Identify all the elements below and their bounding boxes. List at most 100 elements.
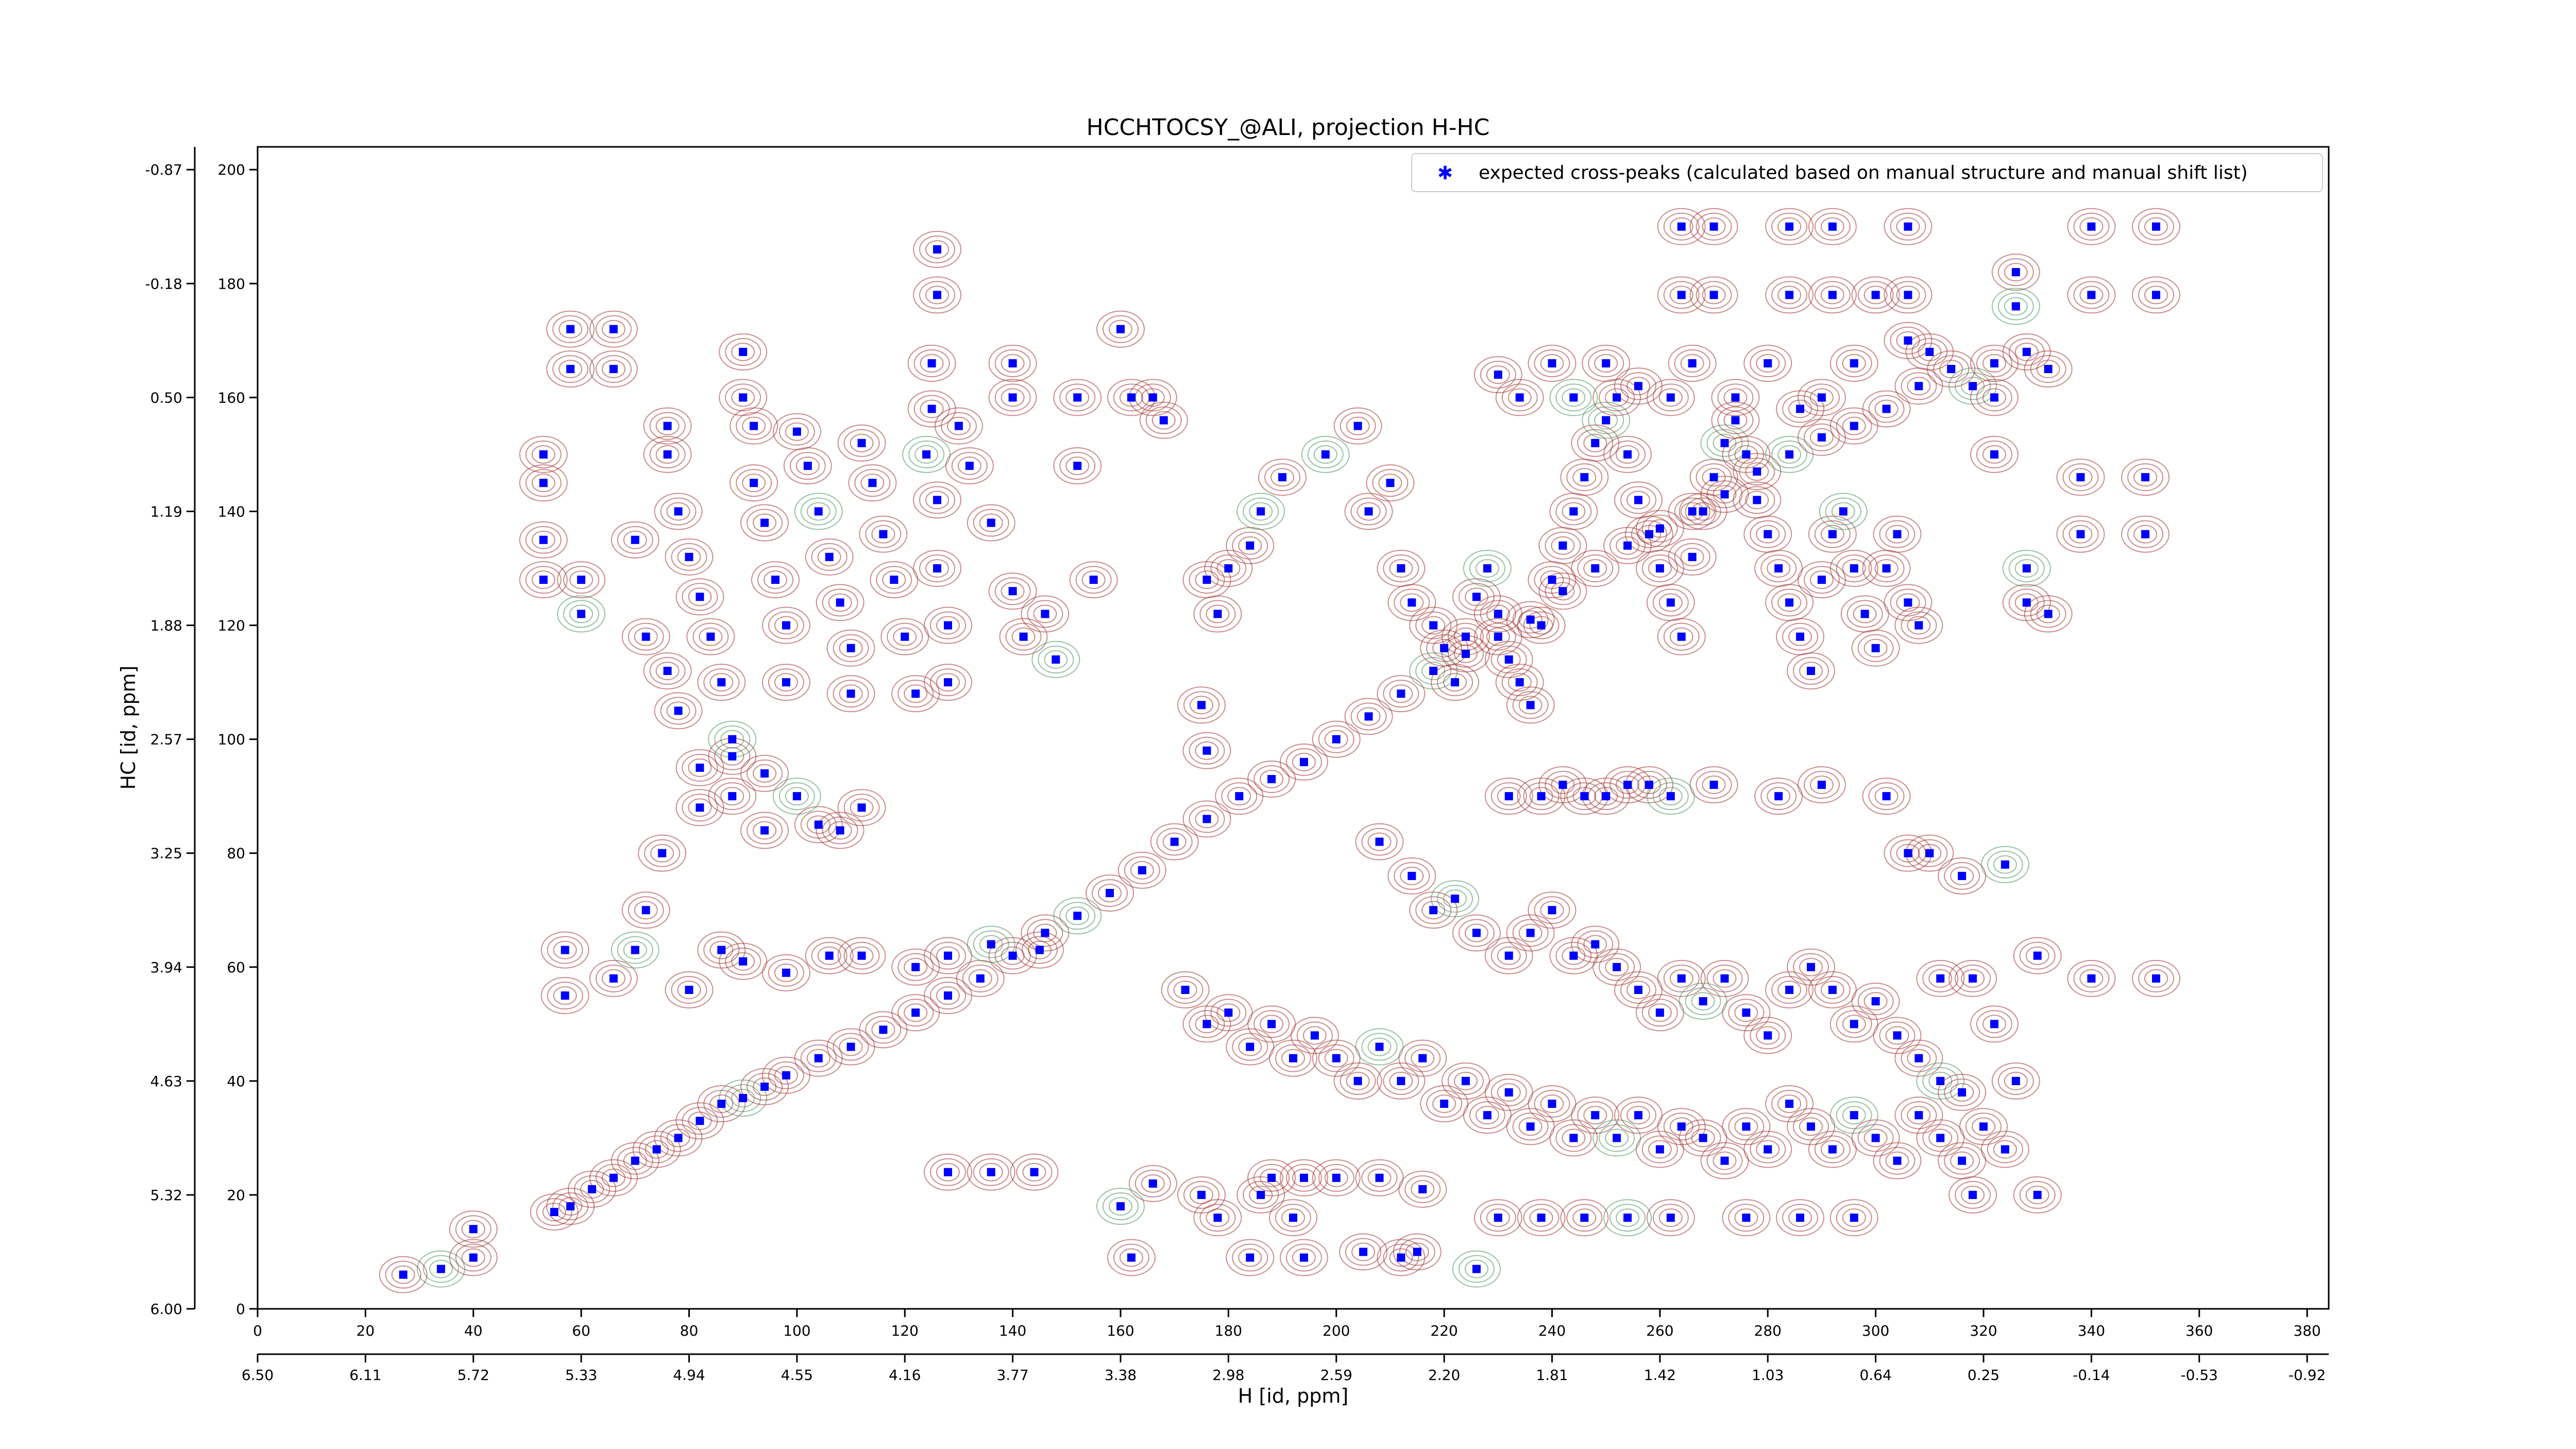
contour-ring: [1069, 561, 1118, 599]
contour-ring: [740, 754, 789, 792]
cross-peak-marker: [1202, 815, 1211, 823]
contour-ring: [1383, 1243, 1419, 1272]
contour-ring: [563, 600, 600, 628]
cross-peak-marker: [706, 632, 715, 641]
contour-ring: [1247, 1005, 1296, 1043]
cross-peak-marker: [2044, 365, 2053, 374]
contour-ring: [1404, 1175, 1441, 1203]
cross-peak-marker: [1634, 985, 1642, 994]
cross-peak-marker: [1871, 1134, 1880, 1142]
cross-peak-marker: [728, 792, 737, 801]
contour-ring: [1195, 741, 1219, 760]
cross-peak-marker: [2152, 974, 2160, 983]
cross-peak-marker: [1904, 849, 1912, 857]
cross-peak-marker: [1041, 929, 1049, 937]
x-tick-label: 340: [2078, 1322, 2105, 1339]
contour-ring: [1221, 782, 1258, 811]
cross-peak-marker: [2001, 860, 2009, 869]
contour-ring: [1107, 1239, 1156, 1276]
contour-ring: [1646, 379, 1695, 416]
cross-peak-marker: [1089, 576, 1098, 584]
cross-peak-marker: [1958, 871, 1967, 880]
cross-peak-marker: [782, 968, 790, 977]
contour-ring: [1987, 850, 2023, 879]
contour-ring: [1001, 354, 1025, 373]
contour-ring: [1383, 680, 1419, 708]
cross-peak-marker: [965, 462, 974, 470]
contour-ring: [1249, 1185, 1273, 1204]
contour-ring: [1486, 627, 1510, 646]
cross-peak-marker: [1860, 610, 1869, 618]
contour-ring: [1814, 520, 1851, 548]
contour-ring: [1571, 1097, 1620, 1134]
contour-ring: [1033, 604, 1057, 624]
contour-ring: [1583, 1106, 1607, 1125]
contour-ring: [1723, 411, 1748, 430]
cross-peak-marker: [1720, 1156, 1729, 1165]
contour-ring: [1743, 1131, 1792, 1168]
contour-ring: [904, 957, 928, 976]
contour-ring: [1506, 686, 1555, 724]
contour-ring: [1577, 429, 1614, 457]
cross-peak-marker: [1666, 393, 1675, 402]
cross-peak-marker: [1429, 666, 1438, 675]
contour-ring: [1793, 1113, 1829, 1141]
contour-ring: [1279, 1239, 1328, 1276]
cross-peak-marker: [1785, 222, 1794, 231]
contour-ring: [1745, 462, 1769, 481]
contour-ring: [1497, 946, 1521, 965]
cross-peak-marker: [1494, 370, 1502, 379]
contour-ring: [519, 464, 568, 502]
contour-ring: [764, 570, 787, 589]
contour-ring: [1109, 319, 1132, 339]
contour-ring: [703, 668, 740, 697]
contour-ring: [1324, 730, 1348, 749]
cross-peak-marker: [1731, 416, 1740, 425]
cross-peak-marker: [1332, 1054, 1341, 1063]
contour-ring: [887, 622, 923, 651]
cross-peak-marker: [1990, 359, 1998, 368]
contour-ring: [1264, 463, 1301, 492]
cross-peak-marker: [1850, 564, 1858, 572]
contour-ring: [1151, 411, 1176, 430]
contour-ring: [595, 355, 632, 383]
contour-ring: [1829, 549, 1878, 587]
contour-ring: [1253, 1010, 1290, 1038]
contour-ring: [973, 1158, 1009, 1186]
cross-peak-marker: [1073, 393, 1082, 402]
contour-ring: [558, 360, 583, 379]
contour-ring: [1803, 566, 1840, 594]
contour-ring: [742, 416, 766, 435]
cross-peak-marker: [987, 1168, 995, 1176]
contour-ring: [1545, 771, 1581, 799]
contour-ring: [1346, 416, 1370, 435]
contour-ring: [1238, 1037, 1262, 1056]
contour-ring: [688, 758, 712, 777]
cross-peak-marker: [641, 632, 650, 641]
contour-ring: [816, 812, 865, 849]
contour-ring: [595, 964, 632, 992]
contour-ring: [719, 942, 768, 980]
contour-ring: [1528, 891, 1577, 929]
y-ppm-tick-label: -0.18: [145, 275, 182, 292]
cross-peak-marker: [1537, 792, 1546, 801]
cross-peak-marker: [1623, 450, 1632, 459]
contour-ring: [920, 399, 944, 418]
contour-ring: [1928, 969, 1953, 988]
contour-ring: [1863, 1128, 1888, 1148]
contour-ring: [994, 577, 1031, 605]
contour-ring: [1771, 1090, 1808, 1118]
cross-peak-marker: [696, 593, 704, 601]
contour-ring: [1400, 593, 1424, 612]
cross-peak-marker: [609, 325, 618, 333]
y-tick-label: 40: [227, 1073, 245, 1090]
contour-ring: [1577, 554, 1614, 582]
contour-ring: [2079, 217, 2104, 236]
contour-ring: [1350, 497, 1387, 526]
cross-peak-marker: [696, 763, 704, 772]
legend-marker-icon: ✱: [1437, 163, 1453, 184]
cross-peak-marker: [825, 951, 834, 960]
contour-ring: [979, 513, 1003, 532]
contour-ring: [1281, 1049, 1305, 1068]
cross-peak-marker: [685, 985, 693, 994]
